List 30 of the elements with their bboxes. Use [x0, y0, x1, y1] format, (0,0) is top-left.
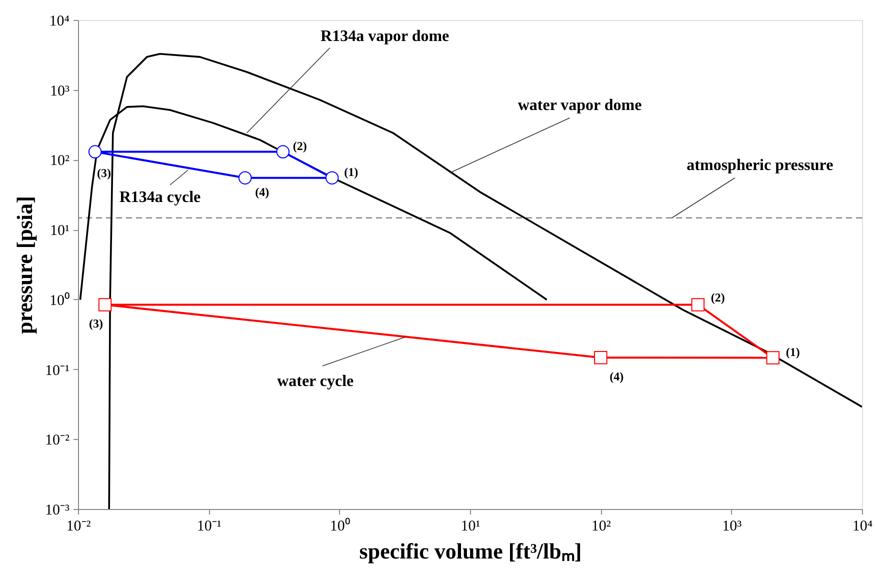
annotation: (1) — [344, 164, 358, 179]
y-tick-label: 10⁰ — [50, 292, 70, 309]
annotation: atmospheric pressure — [686, 156, 834, 174]
annotation: water vapor dome — [518, 96, 642, 114]
annotation: (3) — [97, 166, 112, 180]
annotation: (4) — [255, 184, 270, 199]
x-tick-label: 10⁴ — [852, 518, 873, 534]
x-tick-label: 10³ — [722, 518, 742, 534]
annotation: (4) — [610, 370, 624, 384]
y-tick-label: 10⁻³ — [45, 502, 70, 518]
annotation: R134a vapor dome — [320, 28, 450, 45]
y-tick-label: 10⁻¹ — [45, 362, 70, 379]
annotation: (1) — [786, 344, 800, 359]
annotation: (2) — [710, 290, 725, 305]
y-tick-label: 10⁻² — [45, 432, 70, 449]
annotation: (2) — [292, 138, 307, 153]
y-tick-label: 10³ — [50, 83, 70, 100]
x-tick-label: 10⁰ — [330, 518, 350, 534]
annotation: (3) — [89, 316, 104, 331]
x-tick-label: 10² — [591, 518, 612, 534]
y-tick-label: 10¹ — [50, 223, 70, 240]
annotation: water cycle — [277, 372, 354, 390]
x-tick-label: 10⁻² — [66, 518, 92, 534]
y-tick-label: 10⁴ — [49, 14, 70, 30]
x-tick-label: 10⁻¹ — [196, 518, 222, 534]
annotation: R134a cycle — [119, 189, 201, 206]
y-tick-label: 10² — [50, 153, 70, 170]
y-axis-title: pressure [psia] — [12, 196, 38, 334]
x-tick-label: 10¹ — [460, 518, 480, 534]
x-axis-title: specific volume [ft³/lbₘ] — [359, 538, 582, 564]
